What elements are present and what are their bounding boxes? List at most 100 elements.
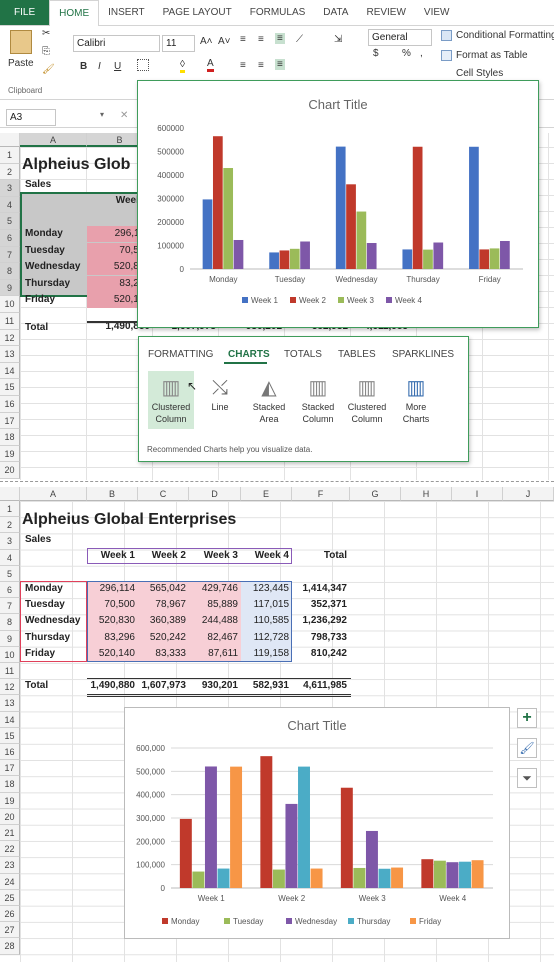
column-header-e[interactable]: E	[241, 487, 292, 501]
column-header-j[interactable]: J	[503, 487, 554, 501]
orientation-icon[interactable]: ⟋	[296, 34, 303, 45]
column-header-b[interactable]: B	[87, 487, 138, 501]
paste-button[interactable]: Paste	[8, 58, 34, 69]
chart-styles-button[interactable]: 🖌	[517, 738, 537, 758]
row-header[interactable]: 13	[0, 346, 20, 363]
row-header[interactable]: 19	[0, 445, 20, 463]
align-middle-icon[interactable]: ≡	[258, 34, 264, 45]
chart-filters-button[interactable]: ⏷	[517, 768, 537, 788]
row-header[interactable]: 20	[0, 808, 20, 825]
row-header[interactable]: 4	[0, 196, 20, 214]
row-header[interactable]: 2	[0, 163, 20, 181]
bold-button[interactable]: B	[80, 61, 88, 72]
row-header[interactable]: 16	[0, 744, 20, 761]
underline-button[interactable]: U	[114, 61, 122, 72]
row-header[interactable]: 16	[0, 396, 20, 413]
format-as-table-icon[interactable]	[441, 50, 452, 61]
cell-styles-button[interactable]: Cell Styles	[456, 68, 504, 79]
percent-button[interactable]: %	[402, 48, 411, 59]
conditional-formatting-icon[interactable]	[441, 30, 452, 41]
row-header[interactable]: 5	[0, 213, 20, 230]
qa-tab-sparklines[interactable]: SPARKLINES	[392, 349, 455, 360]
row-header[interactable]: 22	[0, 841, 20, 858]
comma-button[interactable]: ,	[420, 48, 423, 59]
qa-tab-formatting[interactable]: FORMATTING	[148, 349, 214, 360]
row-header[interactable]: 3	[0, 533, 20, 550]
row-header[interactable]: 7	[0, 598, 20, 615]
row-header[interactable]: 12	[0, 329, 20, 347]
row-header[interactable]: 26	[0, 906, 20, 923]
row-header[interactable]: 1	[0, 501, 20, 518]
embedded-chart[interactable]: Chart Title 600,000 500,000 400,000 300,000 2…	[124, 707, 510, 939]
row-header[interactable]: 17	[0, 412, 20, 430]
qa-tab-totals[interactable]: TOTALS	[284, 349, 322, 360]
row-header[interactable]: 6	[0, 230, 20, 247]
name-box-dropdown-icon[interactable]: ▾	[100, 110, 105, 119]
chart-elements-button[interactable]: +	[517, 708, 537, 728]
align-right-icon[interactable]: ≡	[275, 59, 285, 70]
tab-page-layout[interactable]: PAGE LAYOUT	[162, 7, 232, 18]
row-header[interactable]: 23	[0, 857, 20, 874]
copy-icon[interactable]: ⎘	[42, 46, 50, 57]
tab-data[interactable]: DATA	[323, 7, 349, 18]
qa-chart-option[interactable]: ◭ Stacked Area	[245, 375, 293, 425]
row-header[interactable]: 14	[0, 362, 20, 380]
row-header[interactable]: 6	[0, 582, 20, 599]
tab-formulas[interactable]: FORMULAS	[249, 7, 306, 18]
qa-chart-option[interactable]: ▥ Clustered Column	[147, 375, 195, 425]
row-header[interactable]: 8	[0, 614, 20, 631]
row-header[interactable]: 1	[0, 147, 20, 164]
row-header[interactable]: 11	[0, 313, 20, 330]
tab-home[interactable]: HOME	[49, 0, 100, 27]
row-header[interactable]: 28	[0, 938, 20, 955]
corner-cell[interactable]	[0, 133, 20, 147]
corner-cell[interactable]	[0, 487, 20, 501]
row-header[interactable]: 10	[0, 296, 20, 313]
row-header[interactable]: 3	[0, 180, 20, 197]
qa-tab-tables[interactable]: TABLES	[338, 349, 376, 360]
font-name-box[interactable]: Calibri	[73, 35, 160, 52]
qa-chart-option[interactable]: ▥ Clustered Column	[343, 375, 391, 425]
qa-tab-charts[interactable]: CHARTS	[228, 349, 270, 360]
qa-chart-option[interactable]: ▥ Stacked Column	[294, 375, 342, 425]
row-header[interactable]: 5	[0, 565, 20, 582]
shrink-font-icon[interactable]: A˅	[218, 36, 231, 47]
format-painter-icon[interactable]: 🖌	[42, 64, 55, 75]
name-box[interactable]: A3	[6, 109, 56, 126]
align-left-icon[interactable]: ≡	[240, 60, 246, 71]
row-header[interactable]: 4	[0, 549, 20, 566]
chart-preview[interactable]: Chart Title 600000 500000 400000 300000 20000…	[137, 80, 539, 328]
row-header[interactable]: 11	[0, 663, 20, 680]
column-header-g[interactable]: G	[350, 487, 401, 501]
font-color-icon[interactable]: A	[207, 58, 214, 72]
row-header[interactable]: 2	[0, 517, 20, 534]
column-header-a[interactable]: A	[20, 133, 87, 147]
conditional-formatting-button[interactable]: Conditional Formatting	[456, 30, 554, 41]
align-top-icon[interactable]: ≡	[240, 34, 246, 45]
row-header[interactable]: 9	[0, 279, 20, 297]
tab-view[interactable]: VIEW	[423, 7, 450, 18]
qa-chart-option[interactable]: ⤯ Line	[196, 375, 244, 413]
currency-button[interactable]: $	[373, 48, 379, 59]
wrap-text-icon[interactable]: ⇲	[334, 34, 343, 45]
row-header[interactable]: 24	[0, 873, 20, 890]
fill-color-icon[interactable]: ◊	[180, 59, 185, 73]
font-size-box[interactable]: 11	[162, 35, 195, 52]
grow-font-icon[interactable]: A˄	[200, 36, 213, 47]
column-header-d[interactable]: D	[189, 487, 241, 501]
cancel-entry-icon[interactable]: ✕	[120, 110, 129, 121]
row-header[interactable]: 15	[0, 727, 20, 744]
row-header[interactable]: 17	[0, 760, 20, 777]
column-header-a[interactable]: A	[20, 487, 87, 501]
row-header[interactable]: 20	[0, 462, 20, 479]
row-header[interactable]: 15	[0, 379, 20, 396]
row-header[interactable]: 18	[0, 429, 20, 446]
qa-chart-option[interactable]: ▥ More Charts	[392, 375, 440, 425]
number-format-box[interactable]: General	[368, 29, 432, 46]
row-header[interactable]: 25	[0, 889, 20, 906]
row-header[interactable]: 14	[0, 711, 20, 728]
align-center-icon[interactable]: ≡	[258, 60, 264, 71]
row-header[interactable]: 21	[0, 825, 20, 842]
column-header-f[interactable]: F	[292, 487, 350, 501]
align-bottom-icon[interactable]: ≡	[275, 33, 285, 44]
